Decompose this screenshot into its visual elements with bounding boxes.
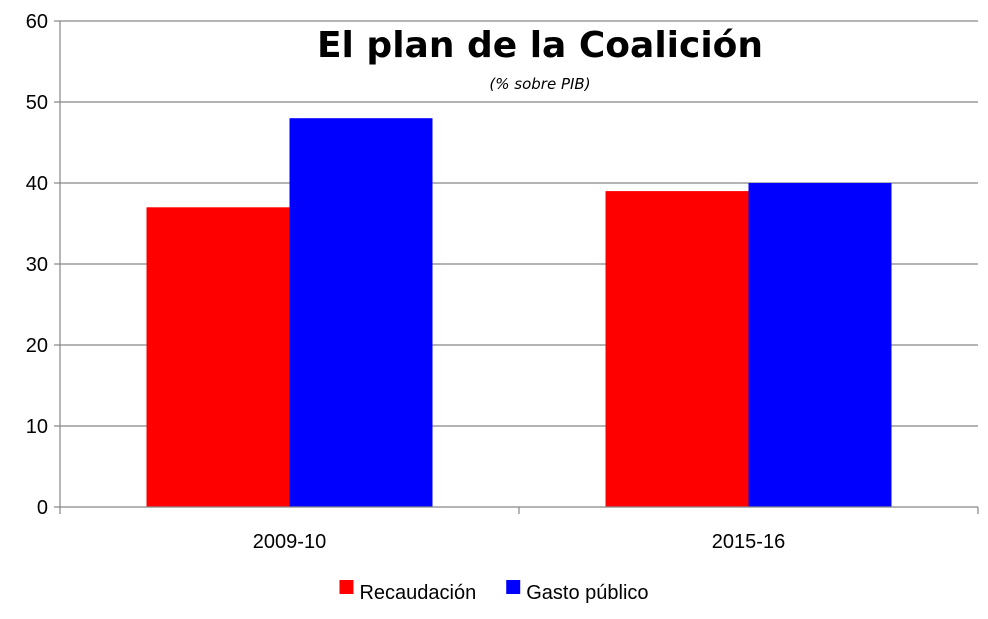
legend-label: Gasto público	[526, 582, 648, 604]
y-tick-label: 50	[26, 92, 48, 114]
y-tick-label: 0	[37, 497, 48, 519]
y-tick-label: 60	[26, 11, 48, 33]
y-tick-label: 20	[26, 335, 48, 357]
x-tick-label: 2015-16	[712, 531, 785, 553]
legend-label: Recaudación	[359, 582, 476, 604]
legend-item: Gasto público	[506, 580, 649, 604]
y-tick-label: 40	[26, 173, 48, 195]
legend-swatch	[506, 580, 521, 594]
bars	[146, 118, 892, 508]
y-tick-label: 10	[26, 416, 48, 438]
bar-gasto-publico-0	[289, 118, 433, 507]
bar-recaudacion-1	[605, 191, 749, 507]
legend-item: Recaudación	[339, 580, 476, 604]
axes	[54, 20, 979, 514]
legend-swatch	[339, 580, 354, 594]
x-tick-label: 2009-10	[253, 531, 326, 553]
y-tick-label: 30	[26, 254, 48, 276]
y-tick-labels: 0 10 20 30 40 50 60	[26, 11, 48, 519]
chart-title: El plan de la Coalición	[317, 25, 763, 66]
bar-gasto-publico-1	[748, 183, 892, 507]
bar-recaudacion-0	[146, 207, 290, 508]
x-tick-labels: 2009-10 2015-16	[253, 531, 785, 553]
chart-subtitle: (% sobre PIB)	[489, 75, 590, 93]
legend: Recaudación Gasto público	[339, 580, 649, 604]
